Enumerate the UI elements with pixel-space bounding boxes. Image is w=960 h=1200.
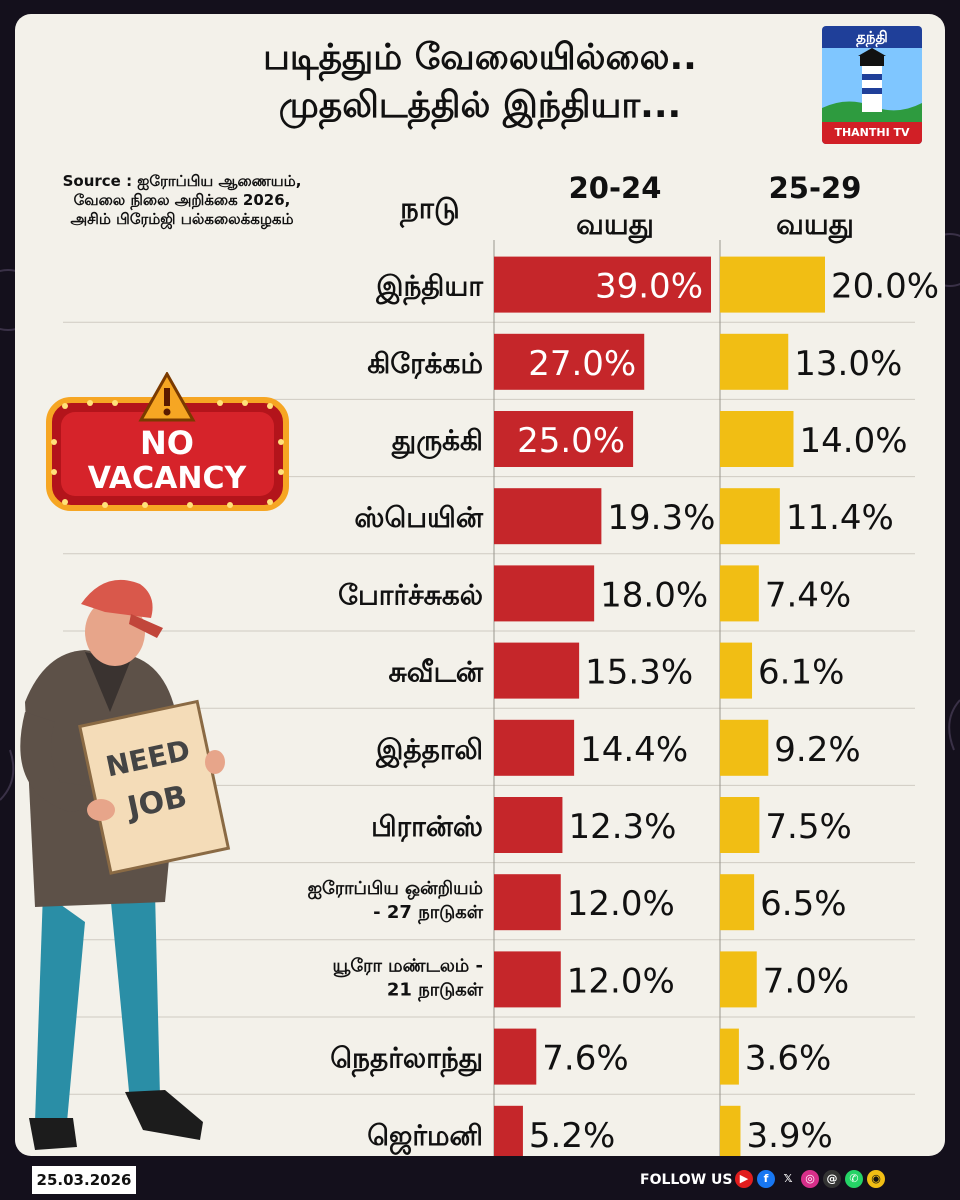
- value-label-20-24: 25.0%: [517, 421, 625, 461]
- thanthi-tv-logo: தந்தி THANTHI TV: [822, 26, 922, 144]
- bar-20-24: [494, 719, 575, 776]
- job-seeker-illustration: NEED JOB: [20, 579, 231, 1150]
- age-group-2-header: 25-29 வயது: [735, 170, 895, 242]
- age-group-1-header: 20-24 வயது: [535, 170, 695, 242]
- bar-25-29: [720, 719, 769, 776]
- value-label-25-29: 7.4%: [765, 575, 851, 615]
- age-group-2-unit: வயது: [776, 207, 854, 241]
- facebook-icon[interactable]: f: [757, 1170, 775, 1188]
- category-label: போர்ச்சுகல்: [338, 578, 483, 611]
- bar-25-29: [720, 797, 760, 853]
- category-label: ஐரோப்பிய ஒன்றியம் - 27 நாடுகள்: [308, 878, 484, 925]
- value-label-20-24: 5.2%: [529, 1116, 615, 1156]
- value-label-25-29: 3.9%: [746, 1116, 832, 1156]
- value-label-20-24: 12.3%: [568, 807, 676, 847]
- bar-20-24: [494, 874, 561, 931]
- value-label-25-29: 7.5%: [765, 807, 851, 847]
- logo-bottom-text: THANTHI TV: [822, 122, 922, 144]
- category-label: நெதர்லாந்து: [330, 1042, 483, 1078]
- date-stamp: 25.03.2026: [32, 1166, 136, 1194]
- category-label: சுவீடன்: [389, 656, 484, 689]
- bar-25-29: [720, 333, 789, 390]
- sharechat-icon[interactable]: ◉: [867, 1170, 885, 1188]
- value-label-20-24: 12.0%: [567, 961, 675, 1001]
- value-label-25-29: 6.5%: [760, 884, 846, 924]
- category-label: ஜெர்மனி: [367, 1119, 483, 1155]
- bar-25-29: [720, 1028, 739, 1085]
- value-label-20-24: 19.3%: [607, 498, 715, 538]
- bar-20-24: [494, 1105, 523, 1156]
- category-label: கிரேக்கம்: [367, 347, 483, 380]
- title-line-1: படித்தும் வேலையில்லை..: [263, 37, 697, 78]
- infographic-card: படித்தும் வேலையில்லை.. முதலிடத்தில் இந்த…: [15, 14, 945, 1156]
- bar-25-29: [720, 488, 780, 545]
- badge-line-2: VACANCY: [88, 461, 248, 496]
- value-label-20-24: 15.3%: [585, 653, 693, 693]
- bar-20-24: [494, 565, 595, 622]
- category-label: இந்தியா: [375, 270, 483, 306]
- logo-top-text: தந்தி: [856, 28, 888, 46]
- age-group-1-range: 20-24: [568, 171, 662, 205]
- category-label: ஸ்பெயின்: [354, 501, 483, 534]
- value-label-20-24: 7.6%: [542, 1039, 628, 1079]
- value-label-25-29: 13.0%: [794, 344, 902, 384]
- source-note: Source : ஐரோப்பிய ஆணையம், வேலை நிலை அறிக…: [62, 172, 302, 228]
- category-label: யூரோ மண்டலம் -21 நாடுகள்: [333, 955, 484, 1002]
- value-label-20-24: 18.0%: [600, 575, 708, 615]
- category-label: இத்தாலி: [375, 733, 483, 769]
- badge-line-1: NO: [140, 424, 194, 462]
- no-vacancy-badge: NO VACANCY: [46, 372, 289, 511]
- bar-20-24: [494, 256, 711, 313]
- value-label-20-24: 39.0%: [595, 267, 703, 307]
- value-label-25-29: 7.0%: [763, 961, 849, 1001]
- bar-20-24: [494, 797, 563, 853]
- value-label-20-24: 14.4%: [580, 730, 688, 770]
- unemployment-bar-chart: இந்தியா 39.0% 20.0% கிரேக்கம் 27.0% 13.0% துரு…: [63, 240, 939, 1156]
- value-label-25-29: 20.0%: [831, 267, 939, 307]
- threads-icon[interactable]: @: [823, 1170, 841, 1188]
- country-header: நாடு: [400, 191, 460, 225]
- bar-20-24: [494, 951, 561, 1008]
- youtube-icon[interactable]: ▶: [735, 1170, 753, 1188]
- bar-20-24: [494, 333, 645, 390]
- value-label-25-29: 14.0%: [800, 421, 908, 461]
- bar-25-29: [720, 951, 757, 1008]
- bar-20-24: [494, 642, 580, 699]
- bar-20-24: [494, 411, 634, 467]
- bar-25-29: [720, 642, 753, 699]
- follow-us-label: FOLLOW US: [640, 1172, 733, 1188]
- title-line-2: முதலிடத்தில் இந்தியா...: [278, 85, 682, 126]
- bar-25-29: [720, 256, 825, 313]
- x-twitter-icon[interactable]: 𝕏: [783, 1172, 793, 1185]
- value-label-20-24: 27.0%: [528, 344, 636, 384]
- lighthouse-icon: [822, 48, 922, 122]
- bar-20-24: [494, 488, 602, 545]
- bar-20-24: [494, 1028, 537, 1085]
- bar-25-29: [720, 411, 794, 467]
- value-label-20-24: 12.0%: [567, 884, 675, 924]
- bar-25-29: [720, 565, 759, 622]
- bar-25-29: [720, 1105, 741, 1156]
- page-title: படித்தும் வேலையில்லை.. முதலிடத்தில் இந்த…: [15, 34, 945, 130]
- age-group-1-unit: வயது: [576, 207, 654, 241]
- value-label-25-29: 11.4%: [786, 498, 894, 538]
- value-label-25-29: 9.2%: [774, 730, 860, 770]
- whatsapp-icon[interactable]: ✆: [845, 1170, 863, 1188]
- category-label: பிரான்ஸ்: [371, 810, 483, 843]
- age-group-2-range: 25-29: [768, 171, 862, 205]
- value-label-25-29: 3.6%: [745, 1039, 831, 1079]
- instagram-icon[interactable]: ◎: [801, 1170, 819, 1188]
- category-label: துருக்கி: [391, 424, 483, 460]
- value-label-25-29: 6.1%: [758, 653, 844, 693]
- bar-25-29: [720, 874, 755, 931]
